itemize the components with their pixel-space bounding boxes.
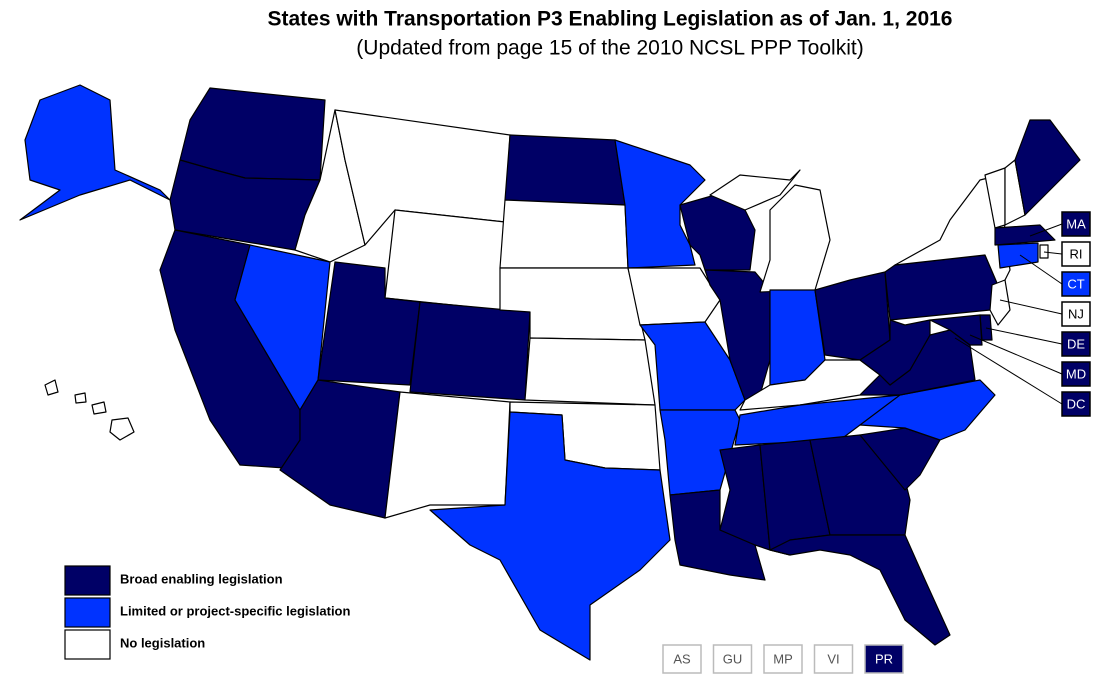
callout-label: DC [1067, 396, 1086, 411]
territory-button[interactable] [864, 644, 904, 674]
state [859, 319, 931, 386]
callout-box [1061, 391, 1091, 417]
map-subtitle: (Updated from page 15 of the 2010 NCSL P… [356, 37, 863, 60]
territory-button[interactable] [662, 644, 702, 674]
state [989, 279, 1011, 326]
callout-box [1061, 301, 1091, 327]
territory-label[interactable]: PR [875, 651, 893, 666]
state [74, 392, 87, 404]
state [429, 411, 671, 661]
callout-label: MD [1066, 366, 1086, 381]
territory-label[interactable]: AS [673, 651, 691, 666]
callout-line [969, 334, 1063, 375]
callout-box [1061, 331, 1091, 357]
map-title: States with Transportation P3 Enabling L… [267, 8, 952, 31]
state [44, 379, 59, 396]
callout-label: MA [1066, 216, 1086, 231]
callout-line [1019, 254, 1063, 285]
callout-line [1043, 251, 1063, 255]
callout-box [1061, 211, 1091, 237]
state [639, 321, 746, 411]
state [859, 427, 941, 491]
legend-swatch [64, 565, 111, 596]
state [19, 84, 171, 221]
state [524, 337, 656, 406]
callout-line [954, 337, 1063, 405]
callout-line [1029, 223, 1063, 237]
callout-line [985, 327, 1063, 345]
callout-box [1061, 361, 1091, 387]
state [504, 134, 626, 206]
callout-label: RI [1070, 246, 1083, 261]
territory-button[interactable] [813, 644, 854, 674]
state [109, 417, 135, 441]
state [709, 169, 801, 211]
state [769, 534, 951, 646]
state [669, 489, 766, 581]
callout-box [1061, 271, 1091, 297]
legend-label: Limited or project-specific legislation [120, 603, 350, 618]
state [384, 209, 506, 311]
state [997, 242, 1039, 269]
state [1014, 119, 1081, 216]
state [614, 139, 706, 269]
territory-button[interactable] [712, 644, 753, 674]
callout-label: NJ [1068, 306, 1084, 321]
state [627, 267, 721, 326]
state [384, 391, 511, 519]
territory-label[interactable]: MP [773, 651, 793, 666]
legend-label: No legislation [120, 635, 205, 650]
overlay: MA RI CT NJ DE MD DC AS GU MP VI PR Broad enabling l… [64, 211, 1091, 674]
callout-label: CT [1067, 276, 1084, 291]
state [499, 199, 629, 269]
legend-swatch [64, 629, 111, 660]
state [994, 224, 1056, 246]
state [759, 184, 831, 293]
states [19, 84, 1081, 661]
territory-label[interactable]: GU [723, 651, 743, 666]
legend-swatch [64, 597, 111, 628]
state [409, 301, 531, 401]
territory-button[interactable] [763, 644, 803, 674]
legend-label: Broad enabling legislation [120, 571, 283, 586]
callout-line [999, 299, 1063, 315]
state [91, 401, 107, 415]
territory-label[interactable]: VI [827, 651, 839, 666]
callout-label: DE [1067, 336, 1085, 351]
callout-box [1061, 241, 1091, 267]
state [929, 314, 983, 346]
state [1039, 244, 1049, 259]
